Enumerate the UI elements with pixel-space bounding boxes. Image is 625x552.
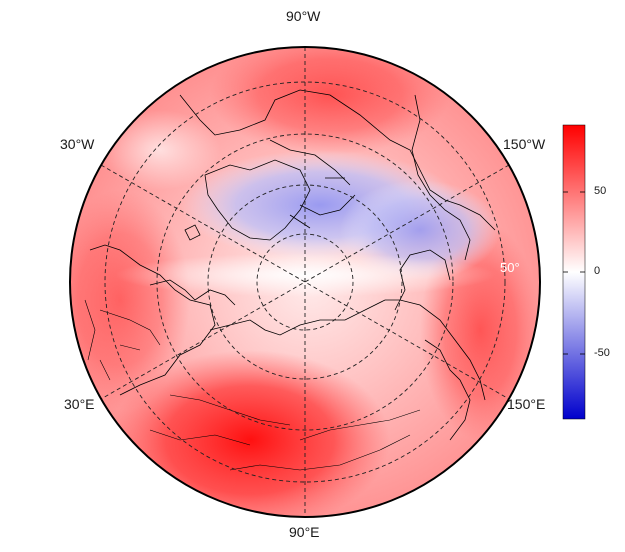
lon-label-90w: 90°W [286,8,321,24]
meridian-30w-150e [100,164,510,400]
lat-label-50: 50° [500,260,520,275]
colorbar-label-50: 50 [594,185,607,197]
coast-canadian-archipelago [269,139,356,229]
coast-iceland [184,224,201,241]
lon-label-150e: 150°E [507,396,546,412]
lat-circle-60 [156,133,454,431]
coastlines [84,89,496,471]
lon-label-90e: 90°E [289,524,320,540]
coast-scandinavia [149,279,236,306]
lat-circle-70 [207,184,403,380]
field-red-left [70,190,190,410]
coast-alaska [411,94,471,261]
coast-europe [89,244,216,396]
lat-circle-80 [256,233,354,331]
field-neutral-northwest [100,110,220,190]
map-boundary [69,46,541,518]
coast-greenland [204,159,311,241]
graticule [100,47,510,517]
lon-label-30e: 30°E [64,396,95,412]
colorbar-label-neg50: -50 [594,347,610,359]
coast-russia [209,299,486,401]
colorbar-label-0: 0 [594,265,601,277]
meridian-150w-30e [100,164,510,400]
coast-north-america [179,89,496,231]
lat-circle-50 [104,81,506,483]
lon-label-150w: 150°W [503,136,546,152]
lon-label-30w: 30°W [60,136,95,152]
coast-east-siberia [394,249,451,311]
coast-east-asia [424,339,471,441]
